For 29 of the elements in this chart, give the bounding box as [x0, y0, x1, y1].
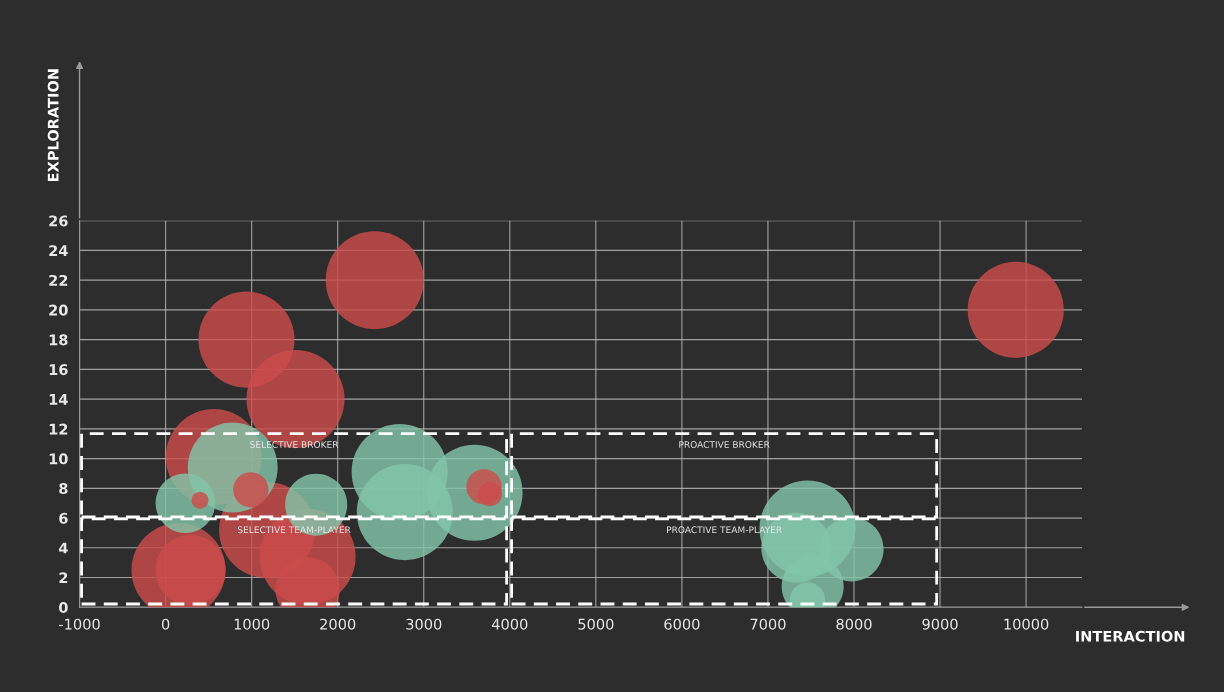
- x-tick-label: 7000: [750, 618, 786, 630]
- y-tick-label: 24: [49, 245, 68, 256]
- y-tick-label: 18: [49, 334, 68, 346]
- x-tick-label: 8000: [836, 618, 872, 630]
- y-tick-label: 4: [58, 542, 68, 554]
- y-tick-label: 14: [49, 394, 68, 405]
- x-axis-title: INTERACTION: [1076, 630, 1185, 642]
- annotation: PROACTIVE BROKER: [679, 441, 770, 448]
- y-tick-label: 16: [49, 364, 68, 376]
- y-tick-label: 8: [59, 483, 68, 495]
- y-tick-label: 12: [49, 423, 68, 435]
- y-tick-label: 2: [59, 572, 68, 584]
- y-tick-label: 6: [59, 512, 68, 524]
- y-tick-label: 20: [49, 304, 68, 316]
- x-tick-label: 2000: [320, 618, 356, 630]
- x-tick-label: 3000: [406, 618, 442, 630]
- x-tick-label: 6000: [664, 618, 700, 630]
- x-tick-label: 10000: [1004, 618, 1049, 630]
- x-tick-label: 4000: [491, 618, 528, 630]
- x-tick-label: -1000: [59, 618, 100, 630]
- y-axis-title: EXPLORATION: [47, 69, 59, 182]
- y-tick-label: 26: [49, 215, 68, 227]
- x-tick-label: 1000: [234, 618, 270, 630]
- x-tick-label: 0: [161, 618, 170, 630]
- x-tick-label: 5000: [578, 618, 614, 630]
- x-tick-label: 9000: [922, 618, 958, 630]
- y-tick-label: 22: [49, 274, 68, 286]
- y-tick-label: 10: [49, 453, 68, 465]
- y-tick-label: 0: [59, 602, 68, 614]
